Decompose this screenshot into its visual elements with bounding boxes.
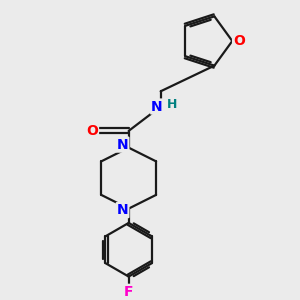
Text: H: H — [167, 98, 177, 112]
Text: O: O — [233, 34, 245, 48]
Text: N: N — [117, 203, 128, 217]
Text: N: N — [117, 138, 128, 152]
Text: F: F — [124, 285, 134, 299]
Text: N: N — [151, 100, 163, 113]
Text: O: O — [86, 124, 98, 138]
